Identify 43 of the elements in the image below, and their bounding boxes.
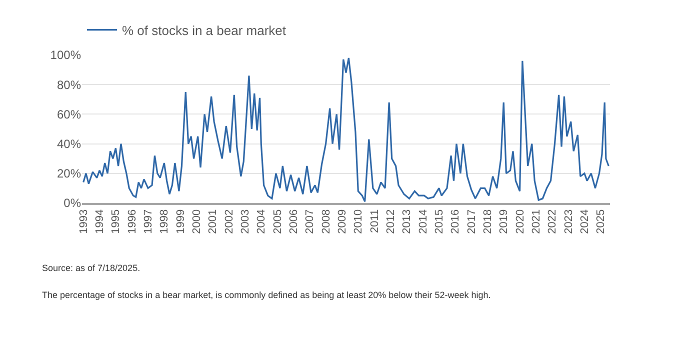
x-tick-label: 2009 (336, 209, 349, 234)
x-tick-label: 2015 (434, 209, 446, 234)
x-tick-label: 2025 (595, 209, 608, 234)
x-tick-label: 1993 (78, 209, 90, 234)
x-tick-label: 2005 (272, 209, 284, 234)
x-tick-label: 2013 (401, 209, 414, 234)
x-tick-label: 2010 (352, 209, 365, 234)
y-tick-label: 40% (56, 137, 82, 151)
x-tick-label: 2017 (466, 209, 478, 234)
y-tick-label: 60% (56, 107, 82, 122)
x-tick-label: 2022 (546, 209, 559, 234)
x-tick-label: 2023 (562, 209, 575, 234)
x-tick-label: 2012 (385, 209, 398, 234)
y-tick-label: 80% (56, 78, 82, 92)
y-tick-label: 100% (50, 48, 82, 62)
legend-label: % of stocks in a bear market (122, 22, 286, 38)
x-tick-label: 2024 (578, 209, 591, 234)
x-tick-label: 2001 (207, 209, 220, 234)
y-tick-label: 20% (56, 166, 82, 181)
x-tick-label: 1994 (94, 209, 106, 234)
x-tick-label: 2019 (498, 209, 510, 234)
x-tick-label: 2021 (530, 209, 543, 234)
x-tick-label: 1996 (126, 209, 138, 234)
x-tick-label: 2006 (288, 209, 300, 234)
x-tick-label: 2008 (320, 209, 332, 234)
x-tick-label: 2020 (514, 209, 526, 234)
line-series (82, 57, 610, 202)
x-tick-label: 2018 (482, 209, 494, 234)
y-tick-label: 0% (64, 196, 82, 210)
x-tick-label: 1998 (158, 209, 171, 234)
x-tick-label: 2003 (240, 209, 252, 234)
x-tick-label: 2016 (450, 209, 462, 234)
source-note: Source: as of 7/18/2025. (42, 263, 140, 273)
x-tick-label: 2000 (191, 209, 204, 234)
x-tick-label: 2002 (223, 209, 236, 234)
x-tick-label: 1995 (110, 209, 122, 234)
x-tick-label: 2014 (417, 209, 430, 234)
x-tick-label: 2007 (304, 209, 316, 234)
x-tick-label: 2004 (256, 209, 268, 234)
x-tick-label: 1997 (142, 209, 155, 234)
x-tick-label: 2011 (368, 209, 381, 234)
text: The percentage of stocks in a bear market, is commonly defined as being at least 20% below their 52-week high. (42, 290, 491, 300)
x-tick-label: 1999 (174, 209, 187, 234)
